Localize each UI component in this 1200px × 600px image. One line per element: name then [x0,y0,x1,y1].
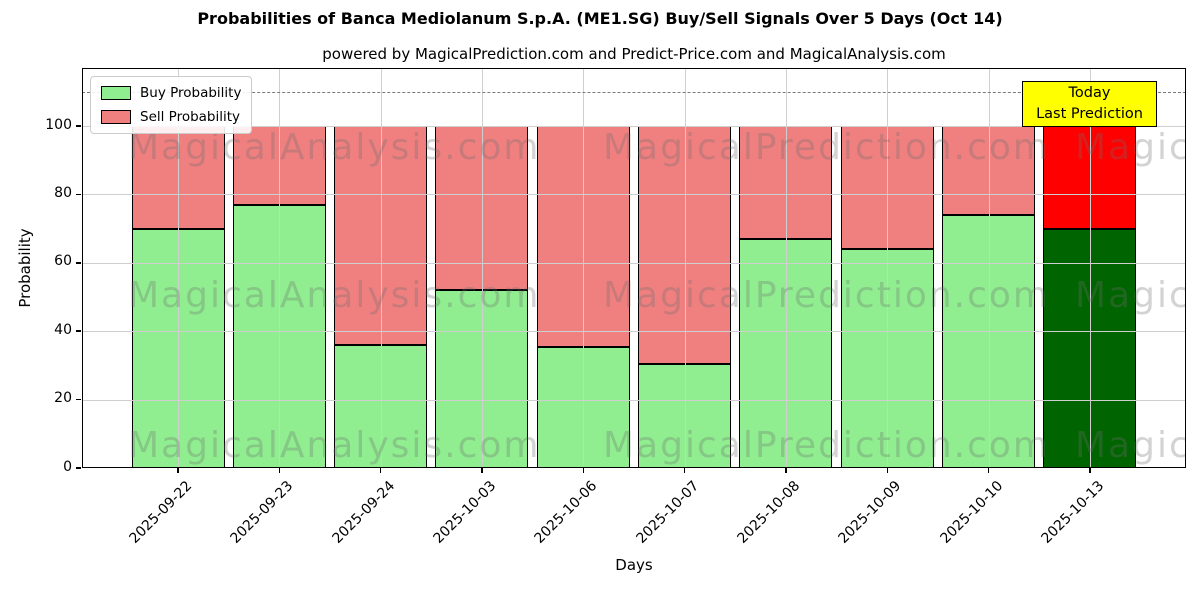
x-tick-label: 2025-09-24 [329,478,398,547]
gridline-horizontal [82,331,1186,333]
x-tick-mark [683,468,686,473]
x-tick-mark [379,468,382,473]
x-tick-mark [582,468,585,473]
legend: Buy Probability Sell Probability [90,76,253,134]
y-tick-mark [76,398,81,401]
x-tick-label: 2025-10-03 [430,478,500,547]
x-axis-label: Days [615,556,653,574]
chart-subtitle: powered by MagicalPrediction.com and Pre… [322,45,946,63]
legend-item-buy: Buy Probability [101,85,241,101]
annotation-line-2: Last Prediction [1036,106,1143,122]
x-tick-mark [177,468,179,473]
annotation-line-1: Today [1068,85,1111,101]
x-tick-mark [785,468,787,473]
gridline-vertical [988,68,990,468]
y-tick-label: 20 [54,390,72,407]
y-tick-mark [76,193,81,196]
gridline-horizontal [82,194,1186,196]
gridline-horizontal [82,262,1186,264]
y-tick-label: 80 [54,184,72,201]
gridline-vertical [684,68,686,468]
legend-item-sell: Sell Probability [101,109,241,125]
x-tick-label: 2025-10-09 [835,478,905,547]
dashed-threshold-line [82,91,1186,93]
x-tick-label: 2025-10-06 [531,478,601,547]
y-tick-mark [76,467,81,469]
y-tick-label: 0 [63,458,72,475]
y-axis-label: Probability [16,228,34,308]
x-tick-mark [481,468,483,473]
legend-swatch-buy [101,86,131,100]
x-tick-label: 2025-10-08 [734,478,804,547]
x-tick-label: 2025-10-10 [937,478,1006,547]
x-tick-label: 2025-09-22 [126,478,196,547]
x-tick-mark [278,468,281,473]
x-tick-label: 2025-10-07 [633,478,702,547]
legend-label-buy: Buy Probability [140,85,242,101]
gridline-vertical [481,68,483,468]
x-tick-mark [886,468,889,473]
gridline-vertical [380,68,382,468]
gridline-vertical [1089,68,1091,468]
legend-label-sell: Sell Probability [140,109,241,125]
x-tick-mark [987,468,990,473]
y-tick-label: 100 [45,116,72,133]
x-tick-label: 2025-10-13 [1038,478,1108,547]
x-tick-label: 2025-09-23 [227,478,297,547]
x-tick-mark [1089,468,1091,473]
gridline-vertical [785,68,787,468]
chart-title: Probabilities of Banca Mediolanum S.p.A.… [197,9,1003,28]
gridline-horizontal [82,399,1186,401]
gridline-vertical [178,68,179,468]
gridline-vertical [887,68,889,468]
gridline-vertical [279,68,281,468]
y-tick-label: 60 [54,253,72,270]
legend-swatch-sell [101,110,131,124]
gridline-horizontal [82,126,1186,127]
y-tick-mark [76,262,81,264]
annotation-box: Today Last Prediction [1022,81,1157,127]
y-tick-mark [76,125,81,127]
y-tick-label: 40 [54,321,72,338]
y-tick-mark [76,330,81,332]
gridline-vertical [583,68,585,468]
